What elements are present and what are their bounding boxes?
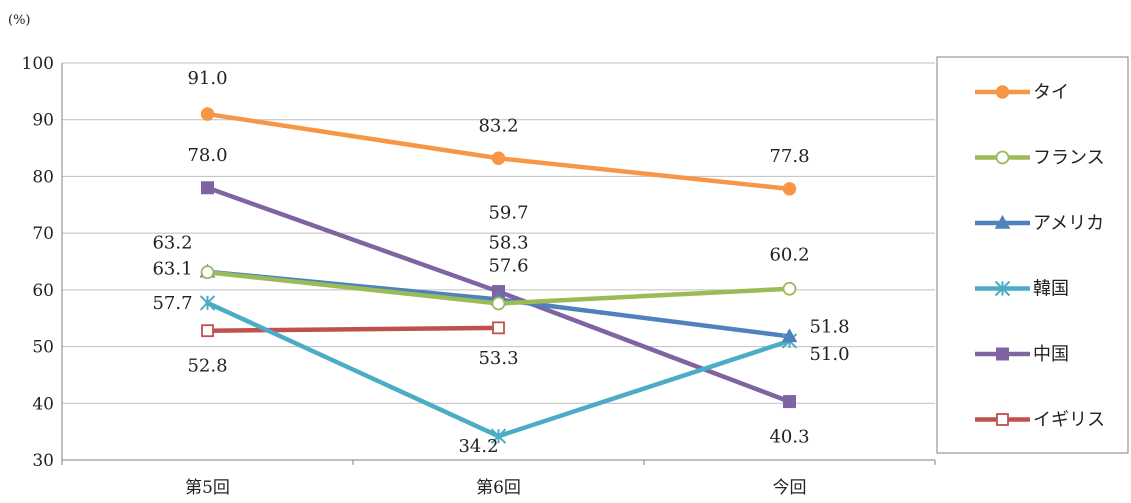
data-point-フランス — [200, 265, 215, 280]
legend-marker-フランス — [995, 150, 1010, 165]
data-point-イギリス — [201, 324, 214, 338]
legend-label: 中国 — [1033, 344, 1069, 365]
legend-marker-イギリス — [996, 413, 1009, 426]
legend-marker-韓国 — [994, 280, 1011, 297]
data-label: 60.2 — [769, 245, 809, 266]
data-point-フランス — [491, 296, 506, 311]
data-label: 63.2 — [152, 233, 192, 254]
y-tick-label: 60 — [32, 281, 54, 301]
data-point-アメリカ — [781, 328, 798, 343]
data-label: 51.0 — [809, 344, 849, 365]
legend-label: アメリカ — [1033, 213, 1104, 234]
y-tick-label: 100 — [22, 54, 54, 74]
data-point-タイ — [200, 107, 215, 121]
y-unit-label: (%) — [8, 13, 31, 28]
data-label: 51.8 — [809, 316, 849, 337]
legend-marker-タイ — [995, 85, 1010, 99]
legend-marker-中国 — [996, 347, 1009, 361]
data-point-フランス — [782, 281, 797, 296]
legend-label: タイ — [1033, 82, 1069, 103]
y-tick-label: 90 — [32, 111, 54, 131]
x-tick-label: 今回 — [773, 478, 807, 498]
data-point-中国 — [783, 395, 796, 409]
x-tick-label: 第6回 — [476, 478, 521, 498]
y-tick-label: 30 — [32, 451, 54, 471]
data-point-タイ — [782, 182, 797, 196]
y-tick-label: 50 — [32, 338, 54, 358]
data-point-中国 — [201, 181, 214, 195]
legend-box — [936, 56, 1129, 454]
data-point-韓国 — [490, 428, 507, 444]
y-tick-label: 40 — [32, 394, 54, 414]
data-label: 83.2 — [478, 115, 518, 136]
data-point-韓国 — [199, 295, 216, 311]
legend-label: フランス — [1033, 148, 1105, 169]
data-point-タイ — [491, 151, 506, 166]
legend-label: イギリス — [1033, 410, 1105, 431]
legend-marker-アメリカ — [994, 214, 1011, 229]
data-label: 57.7 — [152, 293, 192, 314]
data-label: 34.2 — [458, 436, 498, 457]
data-label: 59.7 — [488, 203, 528, 224]
data-label: 40.3 — [769, 427, 809, 448]
y-tick-label: 80 — [32, 167, 54, 187]
x-tick-label: 第5回 — [185, 478, 230, 498]
data-label: 57.6 — [488, 255, 528, 276]
data-label: 78.0 — [187, 145, 227, 166]
legend-label: 韓国 — [1033, 279, 1069, 300]
series-line-イギリス — [205, 325, 501, 333]
data-label: 77.8 — [769, 146, 809, 167]
data-label: 52.8 — [187, 356, 227, 377]
y-tick-label: 70 — [32, 224, 54, 244]
data-label: 58.3 — [488, 232, 528, 253]
data-label: 91.0 — [187, 68, 227, 89]
data-label: 53.3 — [478, 348, 518, 369]
data-label: 63.1 — [152, 258, 192, 279]
data-point-イギリス — [492, 321, 505, 335]
